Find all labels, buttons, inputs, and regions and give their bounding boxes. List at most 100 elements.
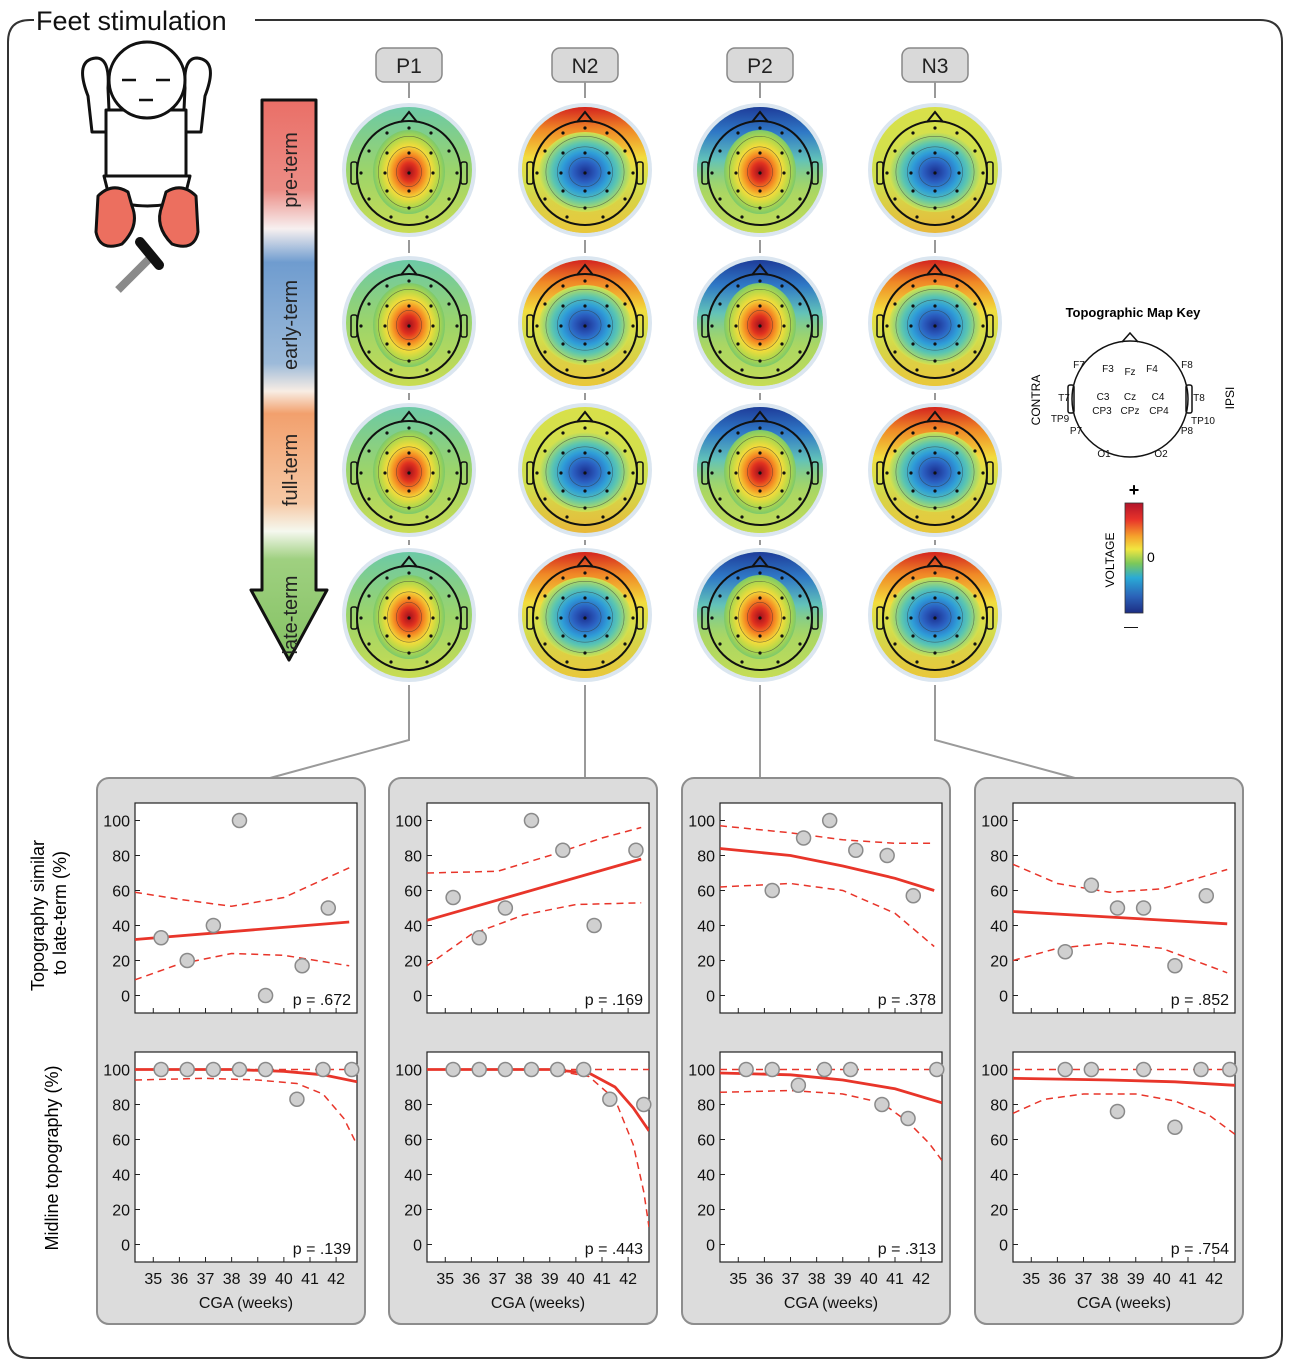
x-tick-label: 40	[860, 1271, 878, 1288]
data-point	[289, 1091, 305, 1107]
topomap-electrode	[605, 304, 609, 308]
data-point	[523, 1061, 540, 1078]
topomap-electrode	[565, 515, 569, 519]
topomap-electrode	[583, 151, 587, 155]
topomap-nose	[400, 110, 418, 123]
topomap-electrode	[389, 368, 393, 372]
topomap-electrode	[605, 634, 609, 638]
data-point	[1135, 1061, 1152, 1078]
topomap-electrode	[367, 642, 371, 646]
topomap-electrode	[758, 304, 762, 308]
topomap-nose	[400, 555, 418, 568]
topomap-electrode	[734, 171, 738, 175]
topomap-electrode	[806, 471, 810, 475]
y-tick-label: 40	[404, 1168, 422, 1185]
x-tick-label: 39	[1127, 1271, 1145, 1288]
topomap-contour	[568, 157, 602, 187]
topomap-electrode	[583, 489, 587, 493]
topomap-electrode	[782, 616, 786, 620]
topomap-electrode	[583, 126, 587, 130]
topomap-electrode	[806, 171, 810, 175]
x-tick-label: 37	[782, 1271, 800, 1288]
data-point	[1109, 1103, 1126, 1120]
y-tick-label: 40	[697, 1168, 715, 1185]
plot-P1-row-1: 0 20 40 60 80 100 p = .672	[103, 802, 358, 1014]
contra-label: CONTRA	[1029, 375, 1043, 426]
topomap-electrode	[758, 126, 762, 130]
data-point	[555, 842, 571, 858]
topomap-electrode	[973, 594, 977, 598]
topomap-electrode	[957, 324, 961, 328]
fit-line	[1013, 910, 1228, 926]
p-value-label: p = .852	[1171, 992, 1229, 1009]
topomap-electrode	[429, 489, 433, 493]
topomap-electrode	[981, 616, 985, 620]
topomap-electrode	[911, 634, 915, 638]
topomap-electrode	[429, 634, 433, 638]
topomap-electrode	[736, 189, 740, 193]
key-title: Topographic Map Key	[1066, 305, 1202, 320]
data-point	[257, 1061, 274, 1078]
topomap-electrode	[782, 471, 786, 475]
data-point	[231, 812, 248, 829]
topomap-electrode	[758, 171, 762, 175]
data-point	[628, 842, 644, 858]
x-tick-label: 36	[171, 1271, 189, 1288]
data-point	[1083, 1061, 1100, 1078]
topomap-electrode	[367, 197, 371, 201]
x-tick-label: 35	[144, 1271, 162, 1288]
stage-label-late-term: late-term	[280, 576, 302, 655]
topomap-right-ear	[986, 606, 994, 630]
component-header-N2: N2	[551, 47, 619, 545]
topomap-electrode	[429, 131, 433, 135]
topomap-electrode	[561, 151, 565, 155]
topomap-right-ear	[811, 461, 819, 485]
y-tick-label: 60	[990, 1133, 1008, 1150]
y-tick-label: 100	[688, 1063, 715, 1080]
topomap-electrode	[535, 324, 539, 328]
topomap-nose	[926, 110, 944, 123]
topomap-electrode	[605, 596, 609, 600]
topomap-electrode	[407, 324, 411, 328]
topomap-electrode	[955, 634, 959, 638]
topomap-contour	[907, 146, 963, 198]
component-header-label: P1	[396, 55, 422, 78]
data-point	[205, 917, 222, 934]
topomap-electrode	[359, 324, 363, 328]
x-tick-label: 36	[1049, 1271, 1067, 1288]
x-axis-label: CGA (weeks)	[199, 1295, 293, 1312]
y-axis-label-bottom: Midline topography (%)	[42, 1065, 62, 1250]
topomap-electrode	[933, 489, 937, 493]
topomap-electrode	[431, 171, 435, 175]
y-tick-label: 100	[688, 814, 715, 831]
key-electrode-F7: F7	[1073, 360, 1085, 371]
topomap-electrode	[583, 571, 587, 575]
topomap-nose	[576, 263, 594, 276]
scatter-panel-N3: 0 20 40 60 80 100 p = .852 0 20 40 60 80 100 35 36 37 38…	[974, 777, 1244, 1325]
topomap-electrode	[955, 284, 959, 288]
key-electrode-T7: T7	[1058, 393, 1070, 404]
topomap-electrode	[447, 149, 451, 153]
y-tick-label: 100	[395, 814, 422, 831]
fit-line	[135, 1068, 357, 1084]
topomap-electrode	[933, 571, 937, 575]
topomap-contour	[907, 299, 963, 351]
data-point	[1167, 1119, 1183, 1135]
key-electrode-TP10: TP10	[1191, 416, 1215, 427]
topomap-contour	[387, 446, 431, 498]
topomap-right-ear	[460, 161, 468, 185]
topomap-electrode	[623, 594, 627, 598]
topomap-electrode	[535, 171, 539, 175]
topomap-N3-full-term	[868, 403, 1002, 537]
topomap-electrode	[631, 324, 635, 328]
topomap-electrode	[893, 197, 897, 201]
topomap-electrode	[893, 149, 897, 153]
p-value-label: p = .378	[878, 992, 936, 1009]
topomap-electrode	[385, 634, 389, 638]
component-header-label: N3	[922, 55, 949, 78]
x-tick-label: 39	[249, 1271, 267, 1288]
topomap-electrode	[561, 576, 565, 580]
topomap-electrode	[798, 350, 802, 354]
topomap-electrode	[776, 515, 780, 519]
topomap-left-ear	[876, 161, 884, 185]
